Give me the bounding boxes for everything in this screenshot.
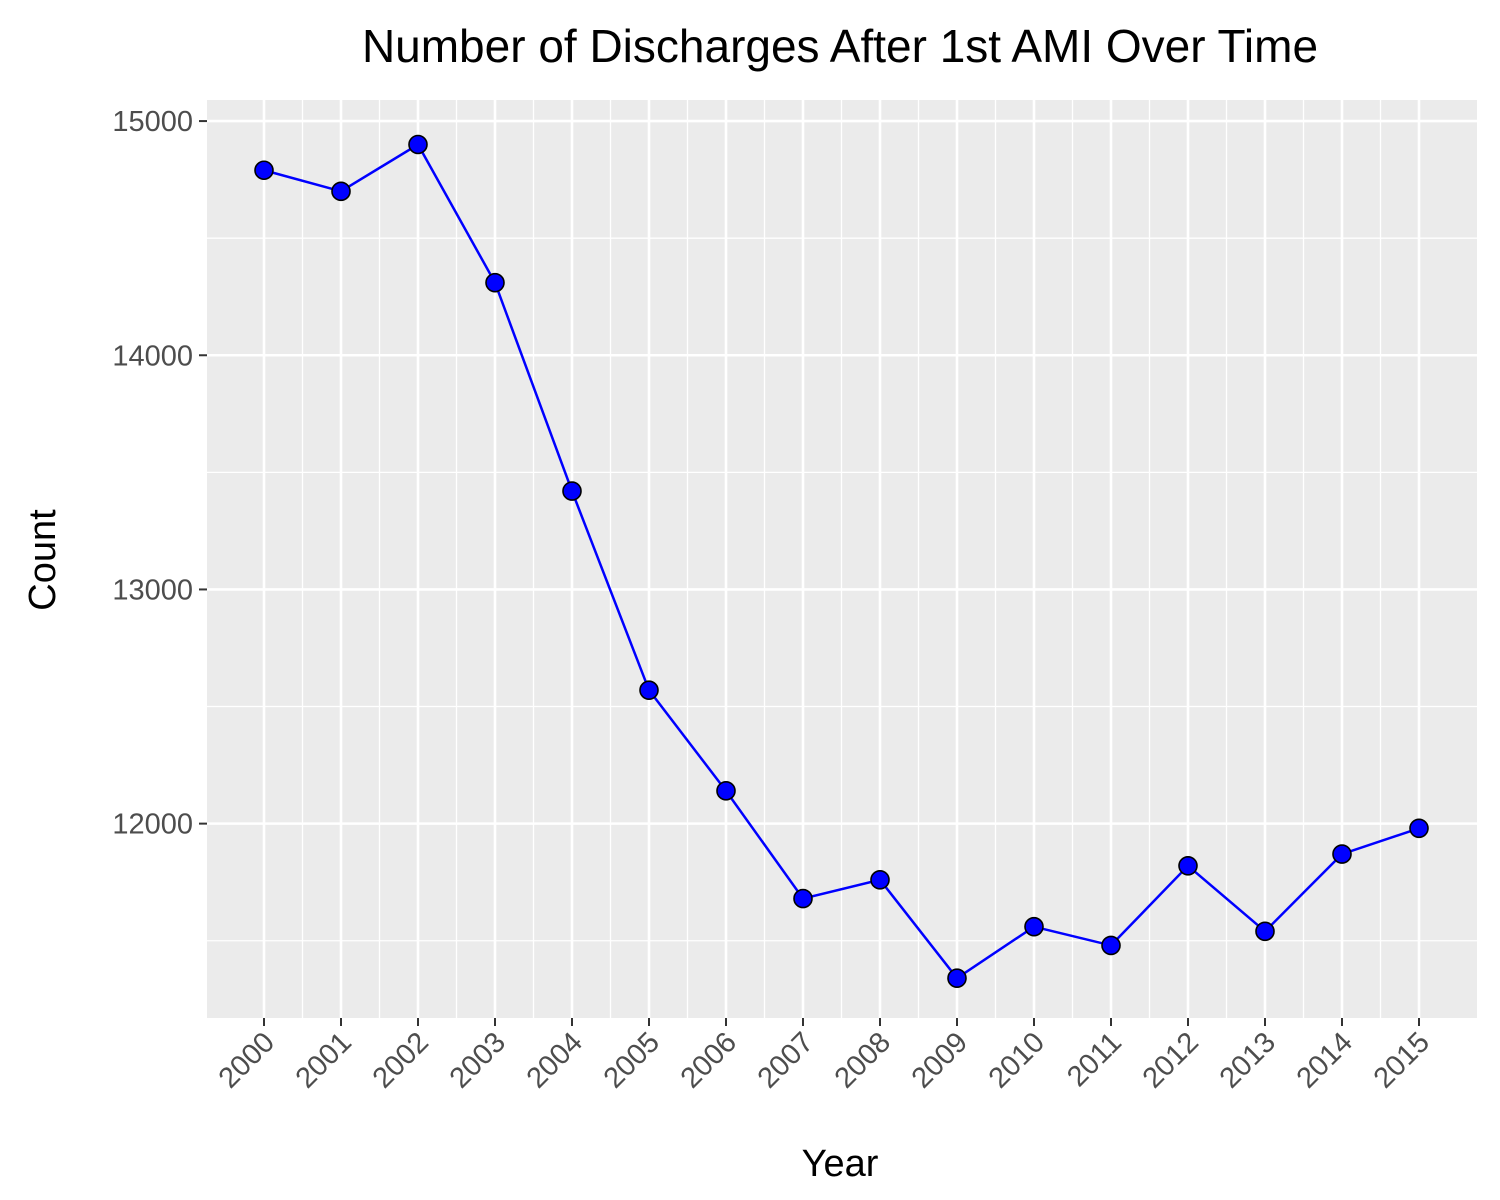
x-tick-label: 2001: [290, 1026, 358, 1094]
data-point: [639, 680, 659, 700]
data-point: [870, 870, 890, 890]
x-tick-label: 2002: [367, 1026, 435, 1094]
series-line: [263, 142, 1420, 980]
data-point: [1024, 916, 1044, 937]
data-point: [408, 134, 428, 155]
x-tick-label: 2007: [752, 1026, 820, 1094]
x-axis-title: Year: [802, 1143, 879, 1185]
x-tick-label: 2011: [1061, 1026, 1128, 1093]
x-tick-label: 2005: [598, 1026, 666, 1094]
data-point: [485, 272, 505, 293]
data-point: [1409, 818, 1429, 839]
y-axis: 12000 13000 14000 15000: [112, 106, 207, 841]
data-point: [1101, 935, 1121, 956]
data-point: [562, 481, 582, 501]
x-tick-label: 2004: [521, 1026, 589, 1094]
x-tick-label: 2010: [983, 1026, 1051, 1094]
x-tick-label: 2015: [1368, 1026, 1436, 1094]
x-tick-label: 2012: [1137, 1026, 1205, 1094]
x-tick-label: 2008: [829, 1026, 897, 1094]
x-tick-label: 2014: [1291, 1026, 1359, 1094]
series-points: [254, 134, 1429, 988]
y-axis-title: Count: [22, 509, 64, 611]
data-point: [716, 781, 736, 801]
x-axis: 2000 2001 2002 2003 2004 2005 2006 2007 2008 2009…: [213, 1018, 1436, 1095]
x-tick-label: 2009: [906, 1026, 974, 1094]
chart-title: Number of Discharges After 1st AMI Over …: [362, 20, 1318, 72]
data-point: [331, 181, 351, 202]
x-tick-label: 2000: [213, 1026, 281, 1094]
data-point: [947, 968, 967, 988]
data-point: [1255, 921, 1275, 942]
x-tick-label: 2013: [1214, 1026, 1282, 1094]
data-point: [254, 160, 274, 181]
x-tick-label: 2006: [675, 1026, 743, 1094]
y-tick-label: 13000: [112, 574, 193, 606]
y-tick-label: 15000: [112, 106, 193, 138]
data-point: [1178, 855, 1198, 876]
y-tick-label: 14000: [112, 340, 193, 372]
data-point: [1332, 844, 1352, 864]
x-tick-label: 2003: [444, 1026, 512, 1094]
data-point: [793, 888, 813, 909]
y-tick-label: 12000: [112, 809, 193, 841]
